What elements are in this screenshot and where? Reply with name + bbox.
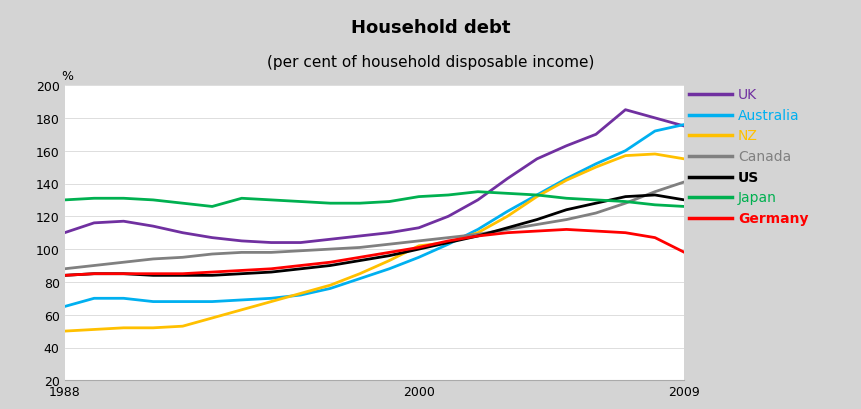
Text: Household debt: Household debt [350, 19, 511, 37]
Text: Germany: Germany [738, 211, 808, 225]
Text: Australia: Australia [738, 108, 800, 122]
Text: Japan: Japan [738, 191, 777, 205]
Text: UK: UK [738, 88, 757, 102]
Text: Canada: Canada [738, 150, 791, 164]
Text: NZ: NZ [738, 129, 758, 143]
Text: %: % [61, 70, 73, 83]
Text: (per cent of household disposable income): (per cent of household disposable income… [267, 55, 594, 70]
Text: US: US [738, 170, 759, 184]
